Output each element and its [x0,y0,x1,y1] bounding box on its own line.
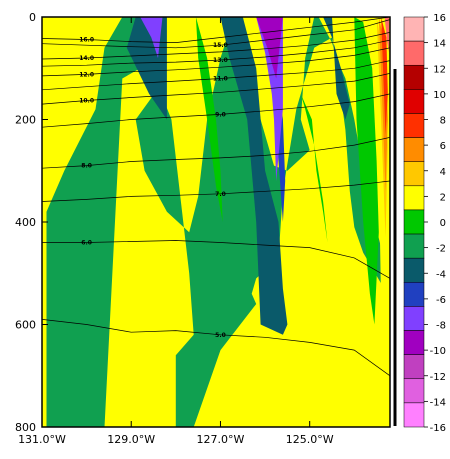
contour-label: 9.0 [215,111,226,118]
x-axis: 131.0°W 129.0°W 127.0°W 125.0°W [18,17,334,446]
contour-label: 14.0 [79,55,94,62]
colorbar-tick-label: 12 [433,64,446,75]
colorbar-swatch [403,161,425,187]
colorbar-swatch [403,16,425,42]
contour-line-15.0 [42,19,390,49]
filled-region-12 [376,17,388,238]
filled-contours [46,17,390,427]
colorbar-tick-label: 8 [440,116,446,127]
colorbar-tick-label: -14 [430,397,446,408]
contour-line-7.0 [42,180,390,202]
contour-line-5.0 [42,319,390,377]
colorbar-tick-label: 2 [440,192,446,203]
contour-label: 5.0 [215,332,226,339]
colorbar-tick-label: 6 [440,141,446,152]
x-tick-label: 131.0°W [18,433,66,446]
x-tick-label: 129.0°W [107,433,155,446]
colorbar-tick-label: -12 [430,372,446,383]
y-tick-label: 400 [15,216,36,229]
contour-line-11.0 [42,60,390,91]
colorbar-swatch [403,378,425,404]
y-tick-label: 0 [29,11,36,24]
colorbar-swatch [403,402,425,428]
contour-labels: 16.0 15.0 14.0 13.0 12.0 11.0 10.0 9.0 8.0 7.0 6.0… [79,37,228,339]
contour-label: 16.0 [79,37,94,44]
x-tick-label: 125.0°W [286,433,334,446]
contour-label: 12.0 [79,71,94,78]
colorbar-swatch [403,330,425,355]
colorbar-swatch [403,137,425,162]
contour-line-16.0 [42,17,390,43]
x-tick-label: 127.0°W [197,433,245,446]
colorbar-tick-label: -8 [436,321,446,332]
colorbar-tick-label: 0 [440,218,446,229]
filled-region-0 [46,17,382,427]
colorbar-tick-label: 10 [433,90,446,101]
colorbar-swatch [403,64,425,90]
contour-line-6.0 [42,240,390,279]
filled-region-11 [372,17,386,304]
y-tick-label: 800 [15,421,36,434]
contour-line-10.0 [42,73,390,105]
colorbar-tick-label: -6 [436,295,446,306]
colorbar-swatch [403,233,425,259]
contour-label: 10.0 [79,98,94,105]
contour-line-9.0 [42,93,390,128]
contour-label: 13.0 [213,57,228,64]
colorbar: 16 14 12 10 8 6 4 2 0 -2 -4 -6 -8 -10 -12 -14 -16 [403,13,446,434]
filled-region-4 [265,17,286,222]
colorbar-swatch [403,354,425,380]
contour-label: 11.0 [213,76,228,83]
filled-region-3 [323,17,350,120]
colorbar-swatch [403,113,425,138]
contour-label: 6.0 [81,240,92,247]
colorbar-tick-label: -16 [430,423,446,434]
contour-label: 7.0 [215,191,226,198]
colorbar-swatch [403,257,425,283]
colorbar-swatch [403,185,425,211]
colorbar-swatch [403,89,425,114]
colorbar-tick-label: 4 [440,167,446,178]
filled-region-10 [354,17,379,325]
contour-line-14.0 [42,32,390,60]
y-tick-label: 200 [15,114,36,127]
colorbar-tick-label: 16 [433,13,446,24]
y-axis: 0 200 400 600 800 [15,11,48,434]
contour-lines [42,17,390,377]
contour-line-8.0 [42,137,390,169]
filled-region-2 [220,17,288,335]
colorbar-tick-label: -4 [436,269,446,280]
colorbar-tick-label: -2 [436,244,446,255]
contour-label: 8.0 [81,163,92,170]
y-tick-label: 600 [15,319,36,332]
colorbar-swatch [403,282,425,307]
filled-region-14 [381,17,388,135]
colorbar-tick-label: -10 [430,346,446,357]
contour-line-13.0 [42,39,390,67]
filled-region-7 [140,17,163,58]
contour-label: 15.0 [213,42,228,49]
colorbar-swatch [403,306,425,331]
colorbar-tick-label: 14 [433,39,446,50]
colorbar-swatch [403,209,425,235]
filled-region-15 [384,17,390,53]
contour-line-12.0 [42,47,390,77]
colorbar-swatch [403,40,425,66]
